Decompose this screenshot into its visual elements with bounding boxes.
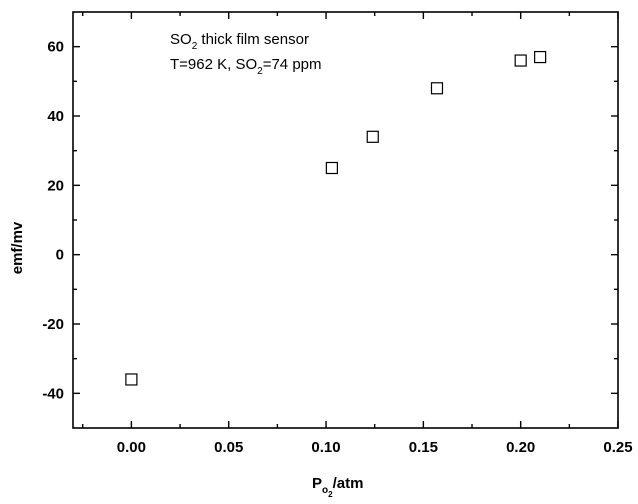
data-point: [125, 373, 138, 386]
annotation-line-2: T=962 K, SO2=74 ppm: [170, 56, 322, 77]
x-tick-label: 0.25: [603, 439, 632, 456]
x-axis-label-sub-o: o: [322, 485, 328, 496]
data-point: [514, 54, 527, 67]
y-tick-label: -40: [42, 385, 64, 402]
data-point: [430, 82, 444, 95]
y-tick-label: 40: [47, 108, 64, 125]
y-axis-label: emf/mv: [9, 221, 26, 274]
plot-frame: [72, 11, 619, 429]
axis-ticks: 0.00 0.05 0.10 0.15 0.20 0.25 -40 -20 0 20 40 60: [42, 12, 633, 456]
x-axis-label-rest: /atm: [333, 475, 364, 492]
x-tick-label: 0.20: [506, 439, 535, 456]
annotation-line-2-subscript: 2: [257, 66, 263, 77]
y-tick-label: 20: [47, 177, 64, 194]
annotation-line-2-prefix: T=962 K, SO: [170, 56, 257, 73]
x-tick-label: 0.10: [311, 439, 340, 456]
annotation-line-1: SO2 thick film sensor: [170, 31, 309, 52]
annotation-line-1-subscript: 2: [192, 41, 198, 52]
data-point: [534, 50, 547, 64]
y-tick-label: 60: [47, 39, 64, 56]
data-point: [325, 161, 338, 175]
annotation-line-1-suffix: thick film sensor: [197, 31, 309, 48]
x-axis-label: Po2/atm: [312, 475, 363, 499]
x-axis-label-main: P: [312, 475, 322, 492]
x-tick-label: 0.05: [214, 439, 243, 456]
annotation-line-1-prefix: SO: [170, 31, 192, 48]
x-tick-label: 0.00: [117, 439, 146, 456]
y-tick-label: -20: [42, 316, 64, 333]
x-axis-label-sub-2: 2: [328, 490, 333, 499]
y-tick-label: 0: [56, 247, 64, 264]
data-point: [366, 130, 379, 143]
annotation-line-2-suffix: =74 ppm: [263, 56, 322, 73]
x-tick-label: 0.15: [409, 439, 438, 456]
data-points: [125, 50, 547, 386]
